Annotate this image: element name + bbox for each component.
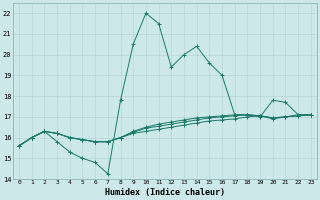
X-axis label: Humidex (Indice chaleur): Humidex (Indice chaleur)	[105, 188, 225, 197]
